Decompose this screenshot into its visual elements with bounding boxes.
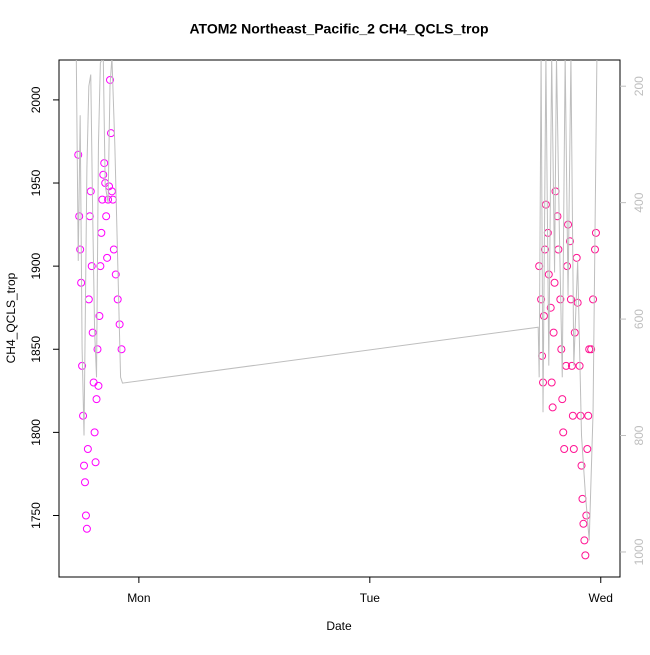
data-point: [103, 253, 112, 262]
y2-tick-label: 600: [632, 309, 646, 329]
data-point: [96, 262, 105, 271]
data-point: [81, 511, 90, 520]
data-point: [102, 212, 111, 221]
y-tick-label: 1850: [29, 336, 43, 363]
y2-tick-label: 1000: [632, 538, 646, 565]
y-tick-label: 1950: [29, 169, 43, 196]
data-point: [95, 312, 104, 321]
data-point: [74, 150, 83, 159]
data-point: [117, 345, 126, 354]
data-point: [565, 237, 574, 246]
data-point: [560, 444, 569, 453]
data-point: [80, 461, 89, 470]
x-axis-label: Date: [326, 619, 352, 633]
data-point: [88, 328, 97, 337]
data-point: [580, 536, 589, 545]
data-point: [549, 328, 558, 337]
data-point: [93, 345, 102, 354]
y2-tick-label: 200: [632, 76, 646, 96]
data-point: [566, 295, 575, 304]
data-point: [572, 253, 581, 262]
data-point: [540, 245, 549, 254]
data-point: [94, 381, 103, 390]
data-point: [550, 278, 559, 287]
data-point: [582, 511, 591, 520]
y2-tick-label: 400: [632, 192, 646, 212]
x-tick-label: Tue: [360, 591, 381, 605]
data-point: [559, 428, 568, 437]
data-point: [82, 524, 91, 533]
data-point: [591, 228, 600, 237]
data-point: [80, 478, 89, 487]
data-point: [589, 295, 598, 304]
data-point: [106, 129, 115, 138]
data-point: [554, 245, 563, 254]
data-point: [569, 444, 578, 453]
data-point: [90, 428, 99, 437]
y-tick-label: 1750: [29, 502, 43, 529]
data-point: [579, 519, 588, 528]
y-tick-label: 1800: [29, 419, 43, 446]
data-point: [537, 295, 546, 304]
data-point: [568, 411, 577, 420]
x-tick-label: Mon: [127, 591, 150, 605]
pressure-line: [75, 60, 598, 541]
plot-frame: [58, 59, 621, 578]
data-point: [92, 395, 101, 404]
data-point: [535, 262, 544, 271]
data-point: [558, 395, 567, 404]
y-tick-label: 2000: [29, 86, 43, 113]
data-point: [83, 444, 92, 453]
data-point: [99, 170, 108, 179]
data-point: [108, 195, 117, 204]
data-point: [86, 187, 95, 196]
data-point: [578, 494, 587, 503]
data-point: [544, 270, 553, 279]
data-point: [91, 458, 100, 467]
data-point: [577, 461, 586, 470]
data-point: [541, 200, 550, 209]
data-point: [98, 195, 107, 204]
data-point: [584, 411, 593, 420]
data-point: [564, 220, 573, 229]
chart-title: ATOM2 Northeast_Pacific_2 CH4_QCLS_trop: [189, 21, 488, 37]
y-tick-label: 1900: [29, 252, 43, 279]
data-point: [84, 295, 93, 304]
data-point: [89, 378, 98, 387]
data-point: [573, 298, 582, 307]
plot-area: [74, 60, 600, 560]
data-point: [97, 228, 106, 237]
data-point: [546, 303, 555, 312]
data-point: [567, 361, 576, 370]
y2-tick-label: 800: [632, 425, 646, 445]
data-point: [100, 159, 109, 168]
data-point: [109, 245, 118, 254]
x-tick-label: Wed: [589, 591, 613, 605]
data-point: [583, 444, 592, 453]
y-axis-label: CH4_QCLS_trop: [4, 272, 18, 363]
data-point: [587, 345, 596, 354]
data-point: [111, 270, 120, 279]
data-point: [87, 262, 96, 271]
data-point: [113, 295, 122, 304]
data-point: [76, 245, 85, 254]
data-point: [563, 262, 572, 271]
data-point: [548, 403, 557, 412]
data-point: [581, 551, 590, 560]
data-point: [547, 378, 556, 387]
